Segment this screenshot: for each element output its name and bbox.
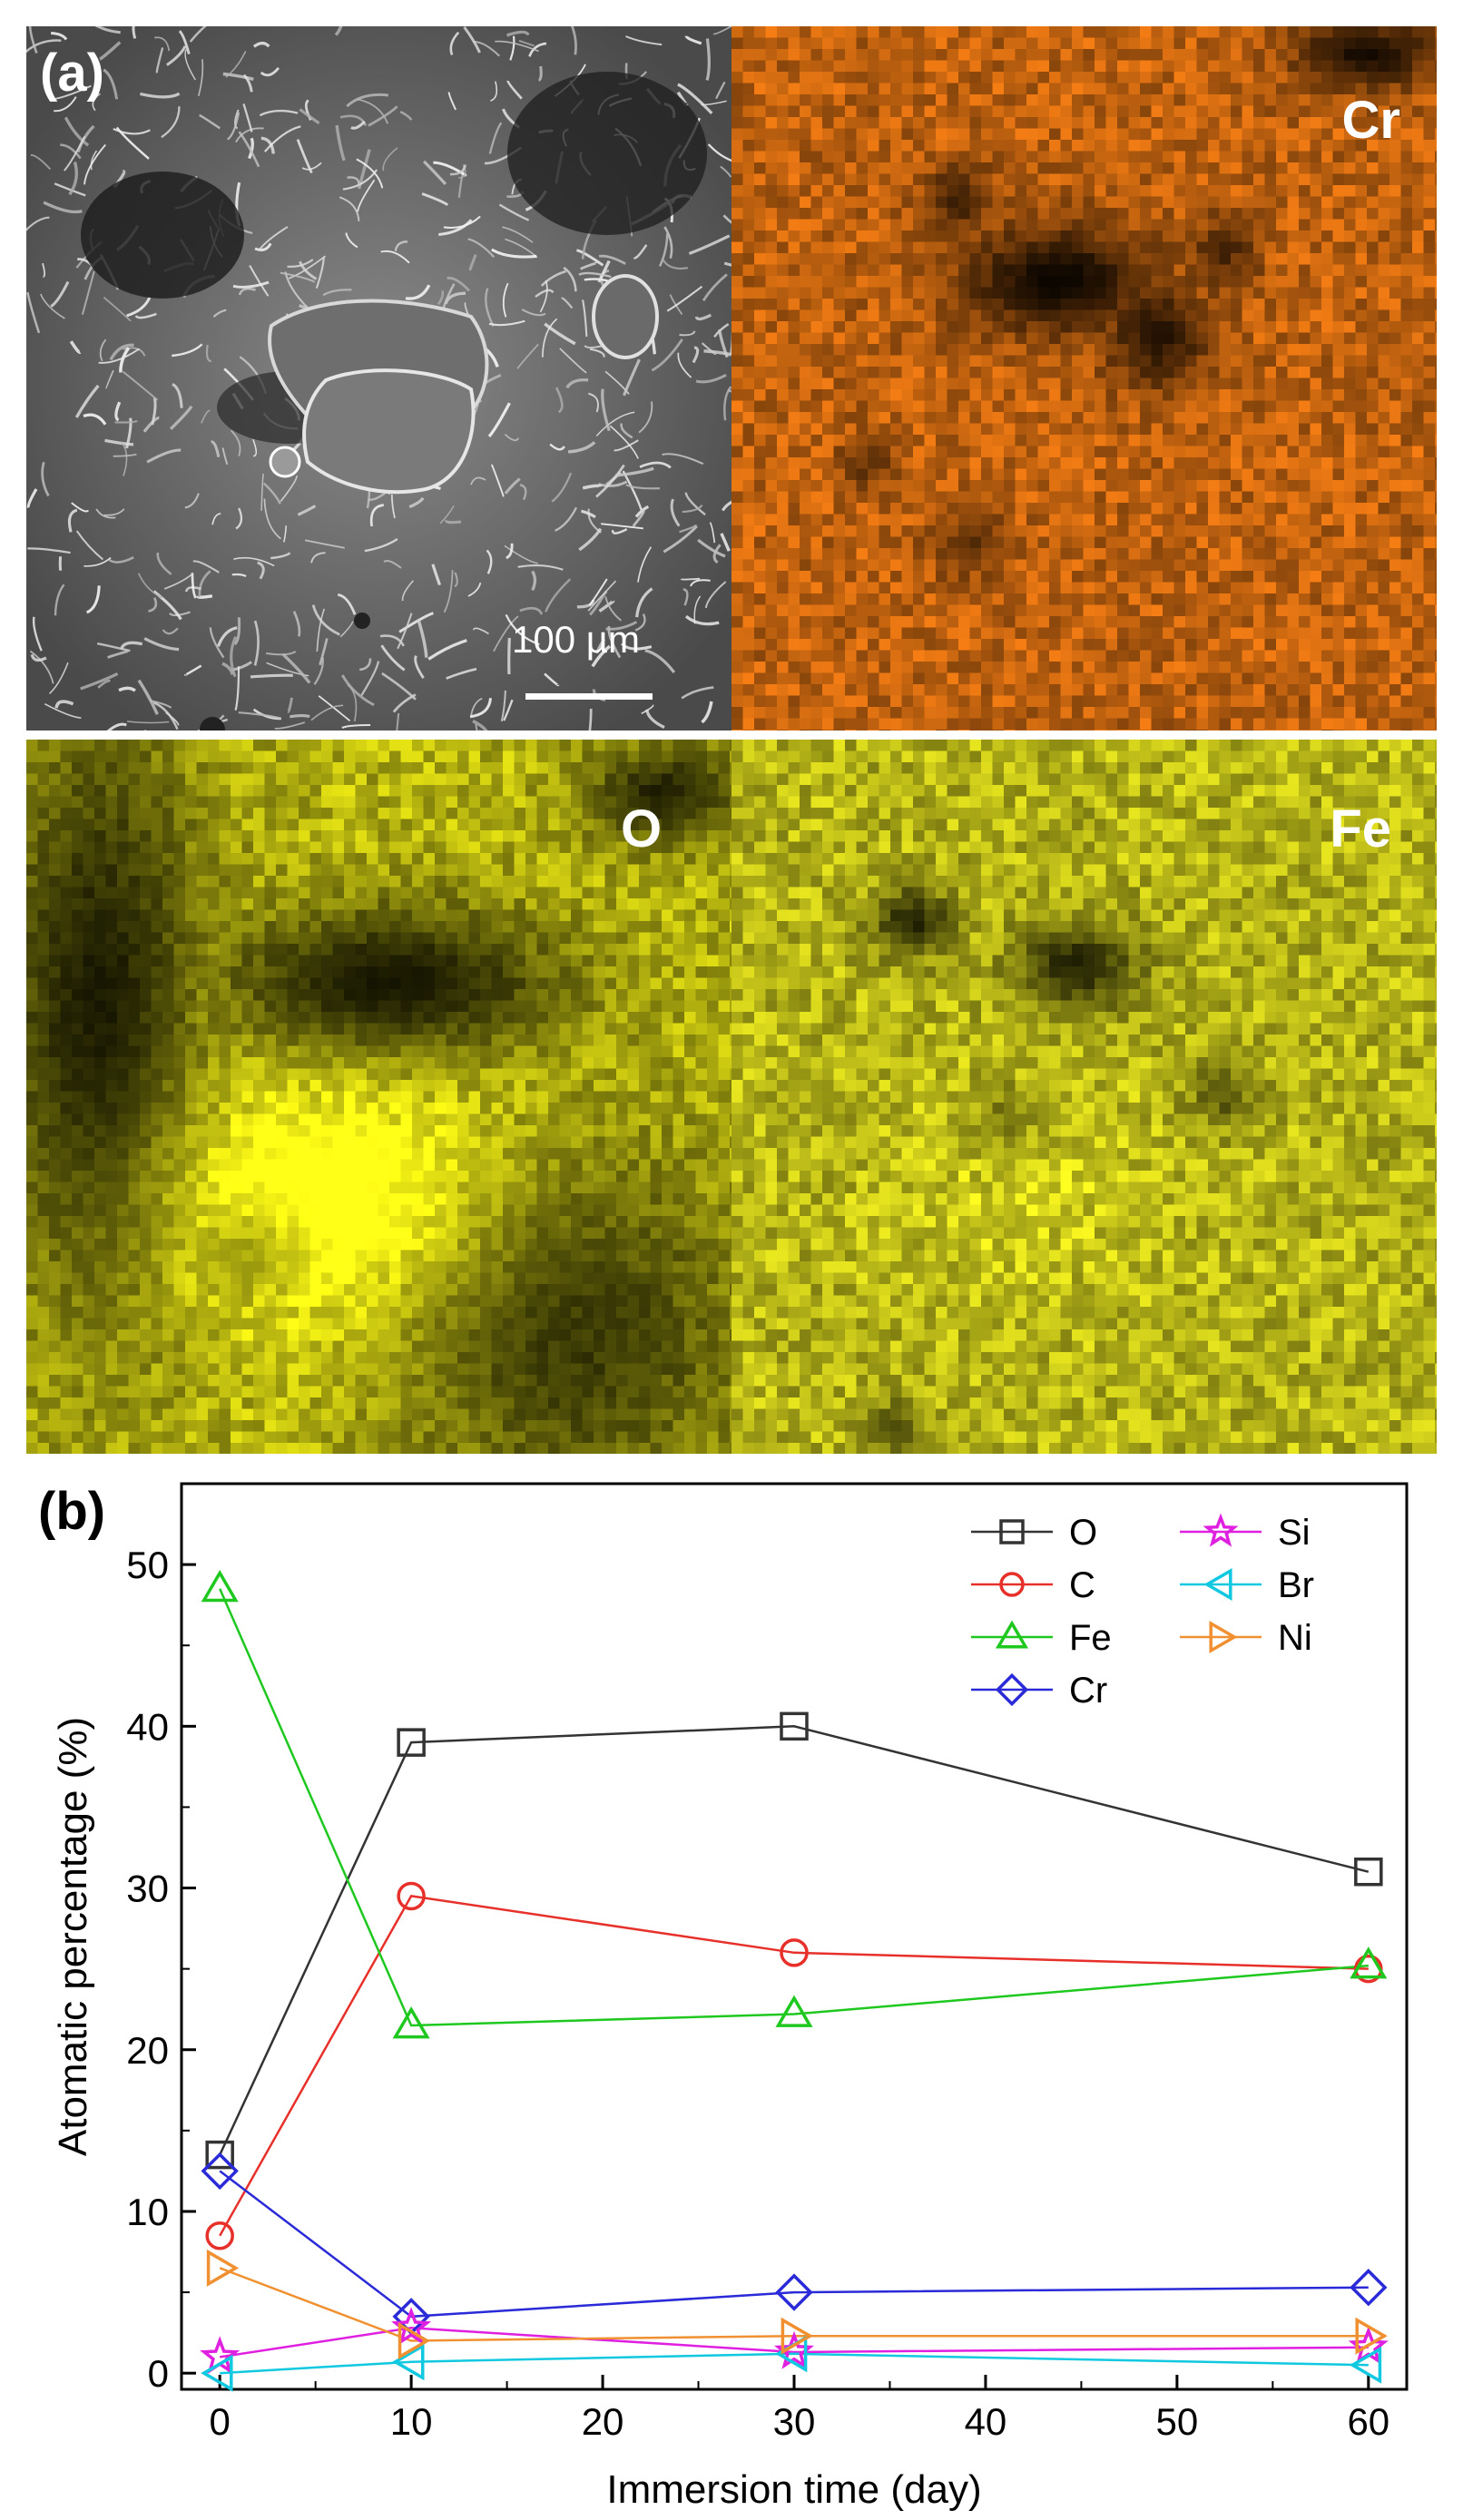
- data-point-c: [397, 1881, 426, 1911]
- legend-marker-fe: [995, 1620, 1029, 1649]
- legend-label-o: O: [1069, 1513, 1097, 1553]
- data-point-o: [397, 1728, 426, 1757]
- y-tick-label: 10: [126, 2191, 169, 2233]
- y-axis-label: Atomatic percentage (%): [51, 1717, 95, 2156]
- data-point-fe: [392, 2006, 430, 2039]
- data-point-cr: [201, 2152, 239, 2191]
- series-line-o: [219, 1725, 1370, 2156]
- x-tick-label: 60: [1347, 2400, 1389, 2443]
- fe-map-pixels: [732, 740, 1437, 1454]
- legend-label-c: C: [1069, 1565, 1095, 1605]
- cr-map-pixels: [732, 26, 1437, 731]
- data-point-c: [205, 2221, 234, 2250]
- panel-b-label: (b): [38, 1482, 105, 1541]
- legend-label-si: Si: [1278, 1513, 1311, 1553]
- data-point-br: [201, 2354, 233, 2392]
- legend-label-br: Br: [1278, 1565, 1314, 1605]
- data-point-si: [391, 2307, 432, 2346]
- legend-marker-br: [1203, 1567, 1232, 1602]
- fe-element-map: Fe: [732, 740, 1437, 1454]
- legend-marker-c: [999, 1572, 1025, 1597]
- o-map-pixels: [26, 740, 732, 1454]
- data-point-o: [205, 2140, 234, 2170]
- series-line-br: [220, 2352, 1369, 2375]
- x-tick-label: 30: [773, 2400, 816, 2443]
- x-tick-label: 10: [390, 2400, 433, 2443]
- atomic-percentage-chart: (b) 0 10 20 30 40 50 60 0 10 20 30 40 50 OC Fe Cr Si Br N…: [38, 1482, 1409, 2512]
- sem-texture: [26, 26, 732, 731]
- o-element-map: O: [26, 740, 732, 1454]
- legend-label-cr: Cr: [1069, 1671, 1107, 1711]
- cr-element-map: Cr: [732, 26, 1437, 731]
- y-tick-label: 30: [126, 1868, 169, 1910]
- legend-label-ni: Ni: [1278, 1618, 1312, 1658]
- data-point-o: [1354, 1857, 1383, 1887]
- y-tick-label: 0: [148, 2352, 169, 2395]
- data-point-br: [392, 2343, 425, 2381]
- fe-map-label: Fe: [1330, 799, 1391, 858]
- data-point-cr: [1350, 2269, 1388, 2307]
- legend-marker-si: [1203, 1513, 1239, 1547]
- legend-marker-o: [999, 1519, 1025, 1544]
- legend-marker-ni: [1209, 1620, 1238, 1654]
- series-line-fe: [219, 1588, 1369, 2027]
- x-tick-label: 40: [965, 2400, 1007, 2443]
- data-point-ni: [781, 2317, 813, 2355]
- y-tick-label: 20: [126, 2029, 169, 2072]
- cr-map-label: Cr: [1341, 91, 1400, 150]
- data-point-o: [780, 1711, 809, 1741]
- legend-marker-cr: [995, 1672, 1029, 1707]
- data-point-fe: [201, 1569, 239, 1603]
- scale-bar-label: 100 µm: [512, 618, 640, 661]
- x-axis-label: Immersion time (day): [606, 2467, 981, 2512]
- plot-frame: [180, 1482, 1409, 2391]
- data-point-fe: [1350, 1946, 1388, 1979]
- y-tick-label: 40: [126, 1705, 169, 1748]
- series-line-cr: [219, 2170, 1369, 2319]
- series-line-ni: [219, 2267, 1369, 2342]
- data-point-br: [1349, 2346, 1382, 2384]
- o-map-label: O: [621, 799, 663, 858]
- x-tick-label: 0: [210, 2400, 231, 2443]
- series-line-si: [220, 2327, 1369, 2358]
- data-point-ni: [206, 2249, 240, 2287]
- series-line-c: [219, 1895, 1369, 2237]
- sem-image: 100 µm (a): [26, 26, 732, 731]
- panel-a-label: (a): [40, 44, 104, 103]
- legend-label-fe: Fe: [1069, 1618, 1112, 1658]
- data-point-cr: [775, 2273, 813, 2311]
- data-point-fe: [775, 1995, 813, 2027]
- data-point-ni: [398, 2321, 431, 2360]
- data-point-ni: [1355, 2317, 1388, 2355]
- data-point-c: [780, 1938, 809, 1967]
- scale-bar: [525, 693, 653, 700]
- x-tick-label: 20: [582, 2400, 624, 2443]
- y-tick-label: 50: [126, 1544, 169, 1586]
- x-tick-label: 50: [1156, 2400, 1199, 2443]
